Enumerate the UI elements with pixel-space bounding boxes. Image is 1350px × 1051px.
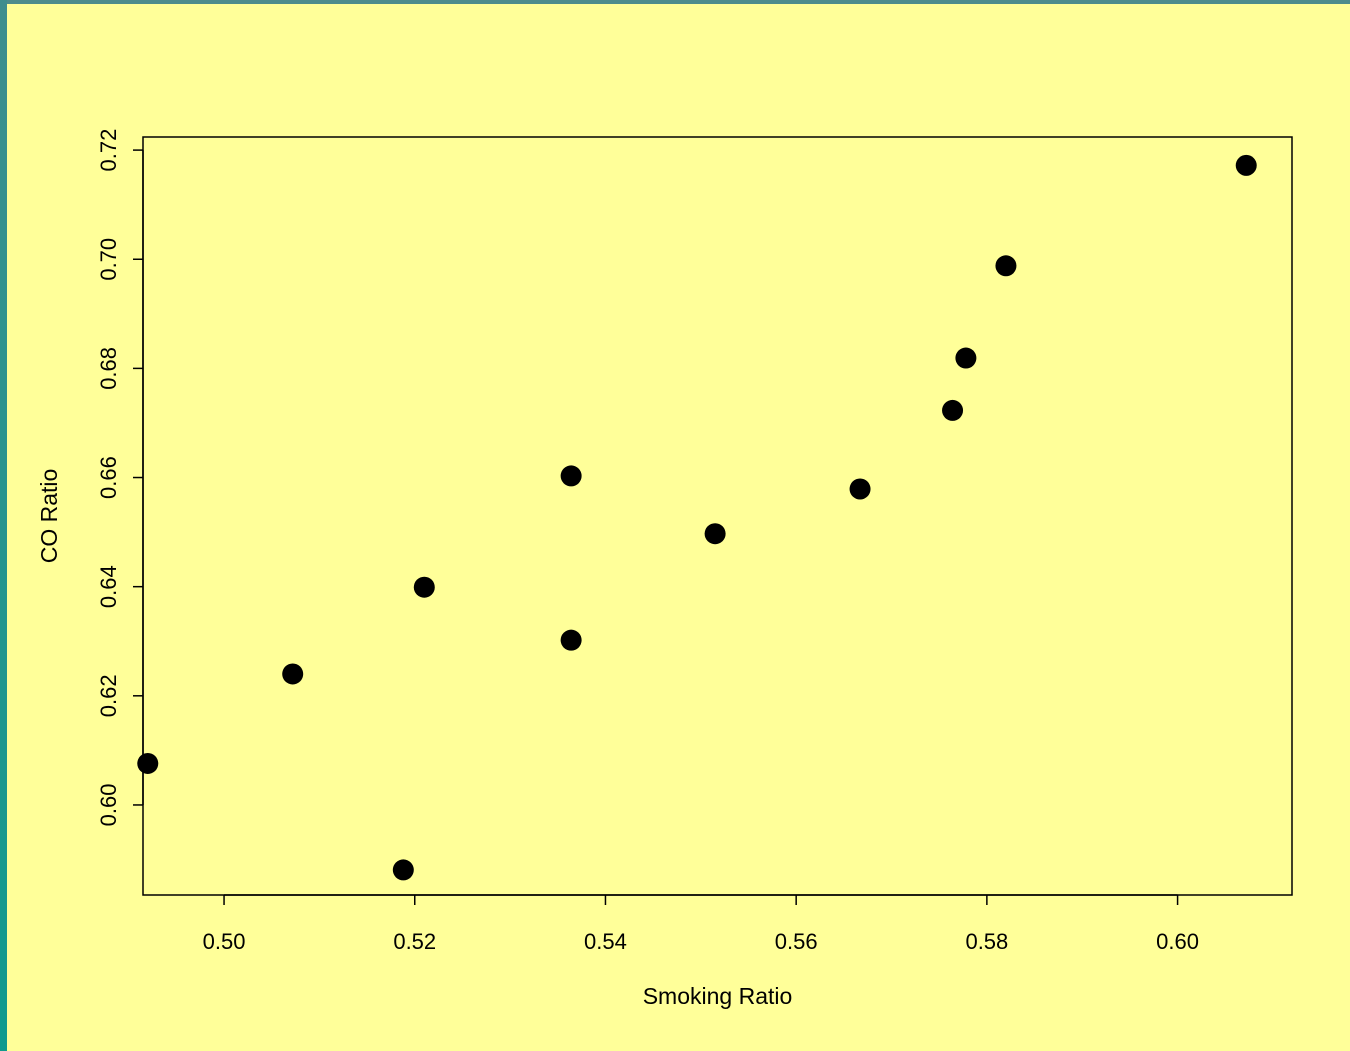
x-tick-label: 0.54	[584, 929, 627, 954]
data-point	[413, 576, 435, 598]
data-point	[137, 752, 159, 774]
x-axis: 0.50 0.52 0.54 0.56 0.58 0.60	[203, 894, 1199, 954]
y-tick-label: 0.64	[96, 565, 121, 608]
x-tick-label: 0.50	[203, 929, 246, 954]
data-point	[392, 859, 414, 881]
data-point	[560, 465, 582, 487]
y-axis-title: CO Ratio	[36, 469, 62, 564]
y-tick-label: 0.60	[96, 784, 121, 827]
data-point	[560, 629, 582, 651]
x-axis-title: Smoking Ratio	[643, 983, 793, 1009]
data-point	[955, 347, 977, 369]
data-point	[1235, 154, 1257, 176]
y-axis: 0.60 0.62 0.64 0.66 0.68 0.70 0.72	[96, 129, 144, 827]
x-tick-label: 0.56	[775, 929, 818, 954]
window-left-border	[0, 0, 7, 1051]
data-point	[704, 523, 726, 545]
data-point	[995, 255, 1017, 277]
data-point	[942, 399, 964, 421]
x-tick-label: 0.58	[965, 929, 1008, 954]
data-points	[137, 154, 1257, 881]
x-tick-label: 0.60	[1156, 929, 1199, 954]
data-point	[849, 478, 871, 500]
y-tick-label: 0.68	[96, 347, 121, 390]
data-point	[282, 663, 304, 685]
y-tick-label: 0.72	[96, 129, 121, 172]
window-top-border	[0, 0, 1350, 4]
y-tick-label: 0.62	[96, 674, 121, 717]
y-tick-label: 0.66	[96, 456, 121, 499]
plot-area-frame	[142, 136, 1293, 896]
y-tick-label: 0.70	[96, 238, 121, 281]
x-tick-label: 0.52	[393, 929, 436, 954]
